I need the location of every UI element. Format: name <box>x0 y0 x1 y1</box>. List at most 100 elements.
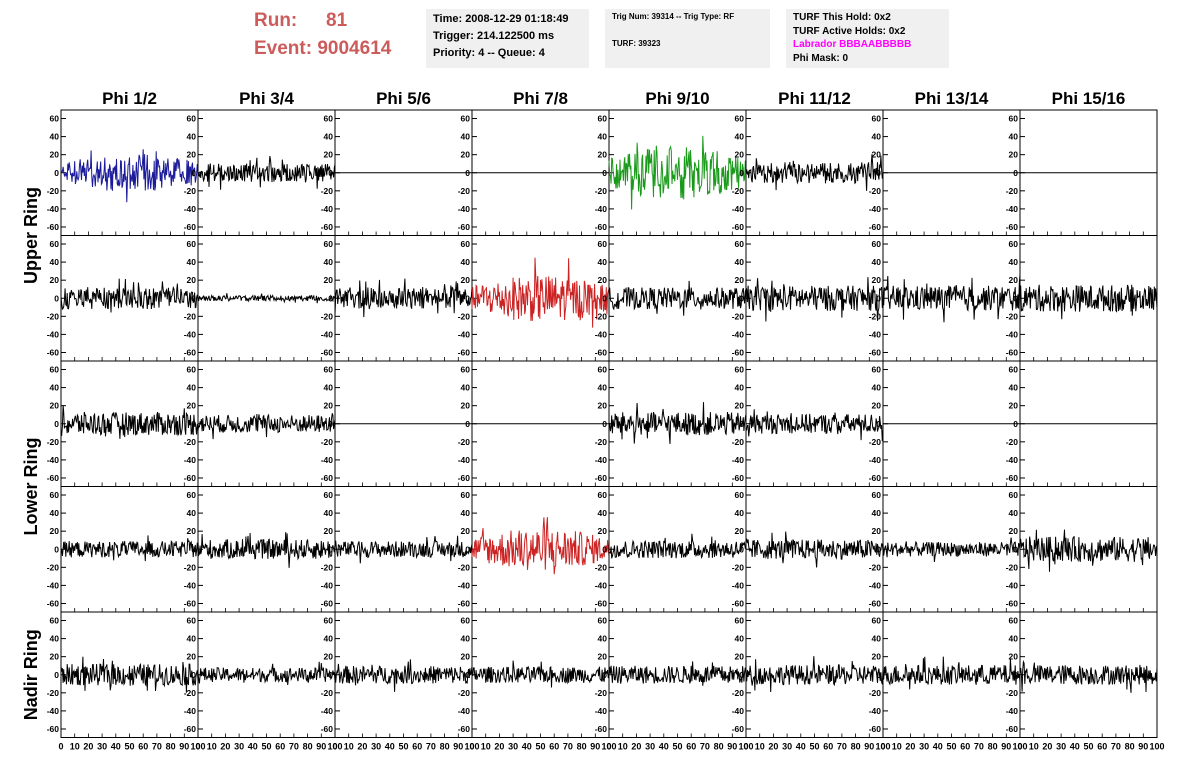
y-tick-label: -60 <box>1006 347 1019 357</box>
y-tick-label: 20 <box>187 275 197 285</box>
ring-label: Lower Ring <box>21 438 41 536</box>
x-tick-label: 40 <box>1070 742 1080 752</box>
waveform-panel: 60 40 20 0 -20 -40 -60 <box>47 486 199 613</box>
y-tick-label: 40 <box>1009 634 1019 644</box>
event-label: Event: <box>254 38 313 59</box>
y-tick-label: -40 <box>732 329 745 339</box>
x-tick-label: 30 <box>919 742 929 752</box>
y-tick-label: -20 <box>47 186 60 196</box>
y-tick-label: 60 <box>324 114 334 124</box>
x-tick-label: 10 <box>207 742 217 752</box>
y-tick-label: 60 <box>324 365 334 375</box>
y-tick-label: 20 <box>324 652 334 662</box>
y-tick-label: 20 <box>1009 150 1019 160</box>
event-line: Event: 9004614 <box>254 38 391 60</box>
y-tick-label: -20 <box>1006 688 1019 698</box>
x-tick-label: 90 <box>727 742 737 752</box>
y-tick-label: 20 <box>735 150 745 160</box>
y-tick-label: 40 <box>872 132 882 142</box>
waveform-trace <box>197 293 336 304</box>
column-header: Phi 3/4 <box>239 89 294 108</box>
y-tick-label: -40 <box>321 455 334 465</box>
y-tick-label: 0 <box>328 419 333 429</box>
y-tick-label: -40 <box>321 329 334 339</box>
y-tick-label: 60 <box>735 616 745 626</box>
y-tick-label: 40 <box>187 132 197 142</box>
y-tick-label: 40 <box>872 634 882 644</box>
y-tick-label: 0 <box>739 293 744 303</box>
y-tick-label: -20 <box>595 186 608 196</box>
x-tick-label: 30 <box>645 742 655 752</box>
x-tick-label: 90 <box>316 742 326 752</box>
y-tick-label: 0 <box>739 419 744 429</box>
y-tick-label: -20 <box>869 186 882 196</box>
y-tick-label: 0 <box>602 293 607 303</box>
x-tick-label: 60 <box>1097 742 1107 752</box>
y-tick-label: 60 <box>461 490 471 500</box>
x-tick-label: 50 <box>535 742 545 752</box>
x-tick-label: 20 <box>83 742 93 752</box>
x-tick-label: 30 <box>782 742 792 752</box>
y-tick-label: -40 <box>321 204 334 214</box>
y-tick-label: 40 <box>872 508 882 518</box>
y-tick-label: -60 <box>184 473 197 483</box>
waveform-panel: 60 40 20 0 -20 -40 -60 <box>184 360 336 487</box>
y-tick-label: 0 <box>328 670 333 680</box>
y-tick-label: -40 <box>321 706 334 716</box>
waveform-trace <box>1019 284 1158 320</box>
x-tick-label: 80 <box>714 742 724 752</box>
x-tick-label: 40 <box>933 742 943 752</box>
y-tick-label: 0 <box>328 293 333 303</box>
y-tick-label: 0 <box>54 670 59 680</box>
y-tick-label: -40 <box>1006 580 1019 590</box>
y-tick-label: -40 <box>1006 455 1019 465</box>
y-tick-label: 0 <box>54 419 59 429</box>
y-tick-label: -20 <box>1006 186 1019 196</box>
waveform-trace <box>197 156 336 190</box>
waveform-trace <box>882 274 1021 323</box>
y-tick-label: -20 <box>595 437 608 447</box>
waveform-trace <box>60 149 199 203</box>
x-tick-label: 100 <box>738 742 753 752</box>
y-tick-label: 0 <box>876 419 881 429</box>
y-tick-label: 40 <box>187 634 197 644</box>
waveform-panel: 60 40 20 0 -20 -40 -60 <box>1006 360 1158 487</box>
y-tick-label: 60 <box>872 239 882 249</box>
waveform-panel: 60 40 20 0 -20 -40 -60 <box>732 360 884 487</box>
y-tick-label: 60 <box>872 616 882 626</box>
y-tick-label: 40 <box>461 508 471 518</box>
waveform-panel: 60 40 20 0 -20 -40 -60 <box>595 109 747 236</box>
y-tick-label: 60 <box>598 239 608 249</box>
y-tick-label: 60 <box>50 114 60 124</box>
y-tick-label: -20 <box>869 688 882 698</box>
waveform-panel: 60 40 20 0 -20 -40 -60 <box>321 360 473 487</box>
y-tick-label: -60 <box>321 598 334 608</box>
waveform-panel: 60 40 20 0 -20 -40 -60 <box>184 235 336 362</box>
x-tick-label: 20 <box>768 742 778 752</box>
y-tick-label: -20 <box>869 437 882 447</box>
waveform-trace <box>745 656 884 693</box>
waveform-panel: 60 40 20 0 -20 -40 -60 <box>732 235 884 362</box>
waveform-panel: 60 40 20 0 -20 -40 -60 <box>869 486 1021 613</box>
x-tick-label: 90 <box>590 742 600 752</box>
y-tick-label: -20 <box>47 437 60 447</box>
x-tick-label: 90 <box>179 742 189 752</box>
y-tick-label: 20 <box>872 401 882 411</box>
y-tick-label: 0 <box>54 168 59 178</box>
y-tick-label: 40 <box>187 508 197 518</box>
y-tick-label: 40 <box>598 508 608 518</box>
y-tick-label: 20 <box>461 150 471 160</box>
run-value: 81 <box>326 10 348 31</box>
y-tick-label: 0 <box>465 670 470 680</box>
time-text: Time: 2008-12-29 01:18:49 <box>433 13 569 25</box>
y-tick-label: -40 <box>47 706 60 716</box>
waveform-panel: 60 40 20 0 -20 -40 -60 <box>595 611 747 738</box>
x-tick-label: 50 <box>124 742 134 752</box>
waveform-panel: 60 40 20 0 -20 -40 -60 <box>732 486 884 613</box>
y-tick-label: -20 <box>869 562 882 572</box>
waveform-panel: 60 40 20 0 -20 -40 -60 <box>47 109 199 236</box>
x-tick-label: 10 <box>755 742 765 752</box>
ring-label: Upper Ring <box>21 187 41 284</box>
x-tick-label: 100 <box>190 742 205 752</box>
y-tick-label: -60 <box>184 347 197 357</box>
